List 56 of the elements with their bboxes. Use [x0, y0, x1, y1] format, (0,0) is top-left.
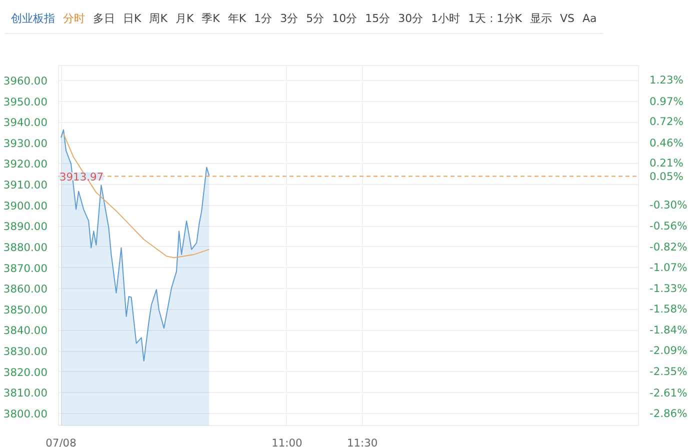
y2-tick-label: 0.05%: [650, 170, 684, 183]
text: 季K: [202, 11, 220, 27]
y2-tick-label: 0.21%: [650, 156, 684, 170]
ref-line-label: 3913.97: [60, 170, 104, 184]
y-tick-label: 3890.00: [3, 220, 48, 234]
y-tick-label: 3930.00: [3, 136, 48, 150]
y-tick-label: 3910.00: [3, 178, 48, 192]
y2-tick-label: -0.30%: [650, 198, 688, 212]
y-tick-label: 3940.00: [3, 116, 48, 130]
text: Aa: [582, 11, 597, 27]
y-tick-label: 3830.00: [3, 345, 48, 358]
y2-tick-label: -0.82%: [650, 240, 688, 254]
y2-tick-label: -1.33%: [650, 282, 688, 296]
text: 1天 : 1分K: [468, 11, 522, 27]
y2-tick-label: 0.72%: [650, 115, 684, 128]
text: 30分: [398, 11, 424, 27]
y-tick-label: 3850.00: [3, 303, 48, 316]
x-tick-label: 11:30: [346, 436, 378, 447]
text: VS: [560, 11, 575, 27]
y-tick-label: 3900.00: [3, 199, 48, 212]
y2-tick-label: -1.84%: [650, 324, 688, 337]
text: 15分: [365, 11, 390, 27]
y-tick-label: 3800.00: [3, 407, 48, 420]
y2-tick-label: 0.46%: [650, 136, 684, 150]
y-tick-label: 3840.00: [3, 324, 48, 338]
y2-tick-label: -2.86%: [650, 406, 688, 420]
y2-tick-label: 0.97%: [650, 94, 684, 108]
text: 分时: [63, 11, 85, 27]
text: 3分: [280, 11, 298, 27]
text: 5分: [306, 11, 324, 27]
y-tick-label: 3870.00: [3, 262, 48, 275]
text: 周K: [149, 11, 168, 27]
y-tick-label: 3860.00: [3, 282, 48, 296]
y-tick-label: 3810.00: [3, 386, 48, 400]
y2-tick-label: -2.61%: [650, 386, 688, 400]
y-tick-label: 3950.00: [3, 95, 48, 108]
text: 1分: [254, 11, 272, 27]
chart-title: 创业板指: [11, 11, 55, 27]
y2-tick-label: -2.35%: [650, 365, 688, 378]
y2-tick-label: -2.09%: [650, 344, 688, 358]
y2-tick-label: -0.56%: [650, 219, 688, 232]
text: 月K: [175, 11, 194, 27]
text: 日K: [123, 11, 142, 27]
y2-tick-label: 1.23%: [650, 74, 684, 87]
y-tick-label: 3880.00: [3, 240, 48, 254]
y-tick-label: 3820.00: [3, 366, 48, 379]
y-tick-label: 3960.00: [3, 74, 48, 88]
text: 多日: [93, 11, 115, 27]
x-tick-label: 11:00: [272, 436, 303, 447]
text: 10分: [332, 11, 358, 27]
y-tick-label: 3920.00: [3, 158, 48, 171]
text: 1小时: [431, 11, 460, 27]
text: 显示: [530, 11, 552, 27]
text: 年K: [228, 11, 246, 27]
y2-tick-label: -1.58%: [650, 302, 688, 316]
y2-tick-label: -1.07%: [650, 260, 688, 274]
